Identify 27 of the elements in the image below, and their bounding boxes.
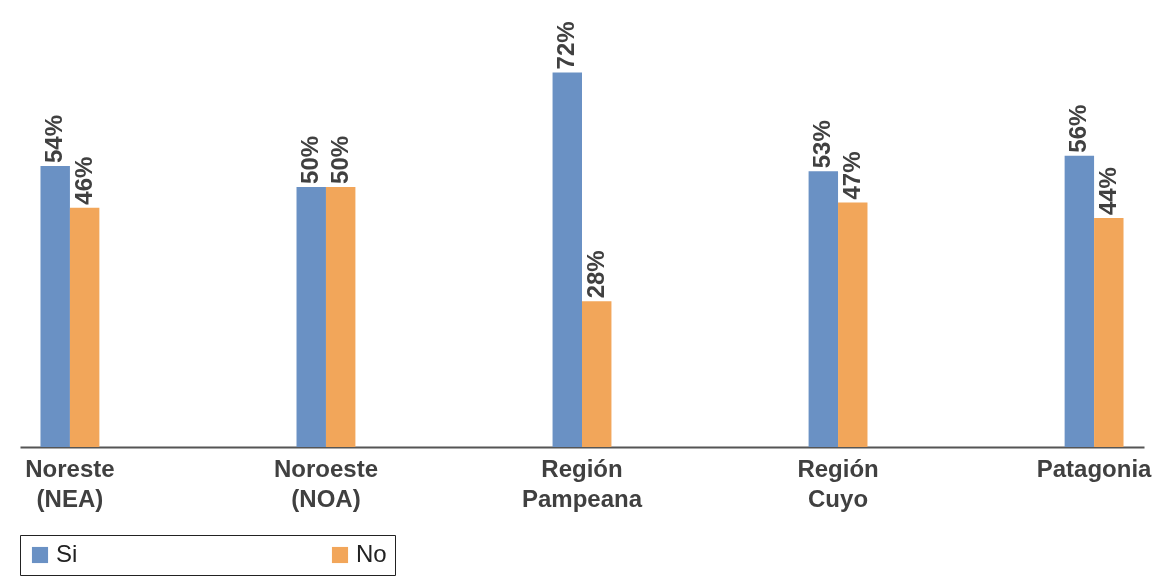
data-label: 54%	[40, 115, 68, 164]
x-tick-label: Noroeste (NOA)	[273, 454, 378, 512]
legend-label: No	[356, 540, 387, 567]
data-label: 44%	[1093, 167, 1121, 216]
data-label: 56%	[1064, 104, 1092, 153]
bar	[296, 186, 326, 447]
bar	[582, 301, 612, 447]
bar	[552, 72, 582, 447]
bar	[325, 186, 356, 447]
x-tick-label: Región Pampeana	[521, 454, 643, 512]
bar	[838, 202, 868, 447]
data-label: 46%	[69, 156, 97, 205]
data-label: 50%	[325, 135, 353, 184]
bar	[1094, 218, 1124, 447]
bar	[1064, 155, 1095, 447]
x-tick-label: Región Cuyo	[797, 454, 879, 512]
data-label: 72%	[552, 21, 580, 70]
data-label: 53%	[808, 120, 836, 169]
legend-label: Si	[56, 540, 78, 567]
data-label: 47%	[837, 151, 865, 200]
bar	[40, 166, 70, 447]
x-tick-label: Noreste (NEA)	[25, 454, 115, 512]
data-label: 50%	[296, 135, 324, 184]
bar	[69, 207, 100, 447]
x-tick-label: Patagonia	[1036, 454, 1153, 482]
data-label: 28%	[581, 250, 609, 299]
bar	[808, 171, 839, 447]
